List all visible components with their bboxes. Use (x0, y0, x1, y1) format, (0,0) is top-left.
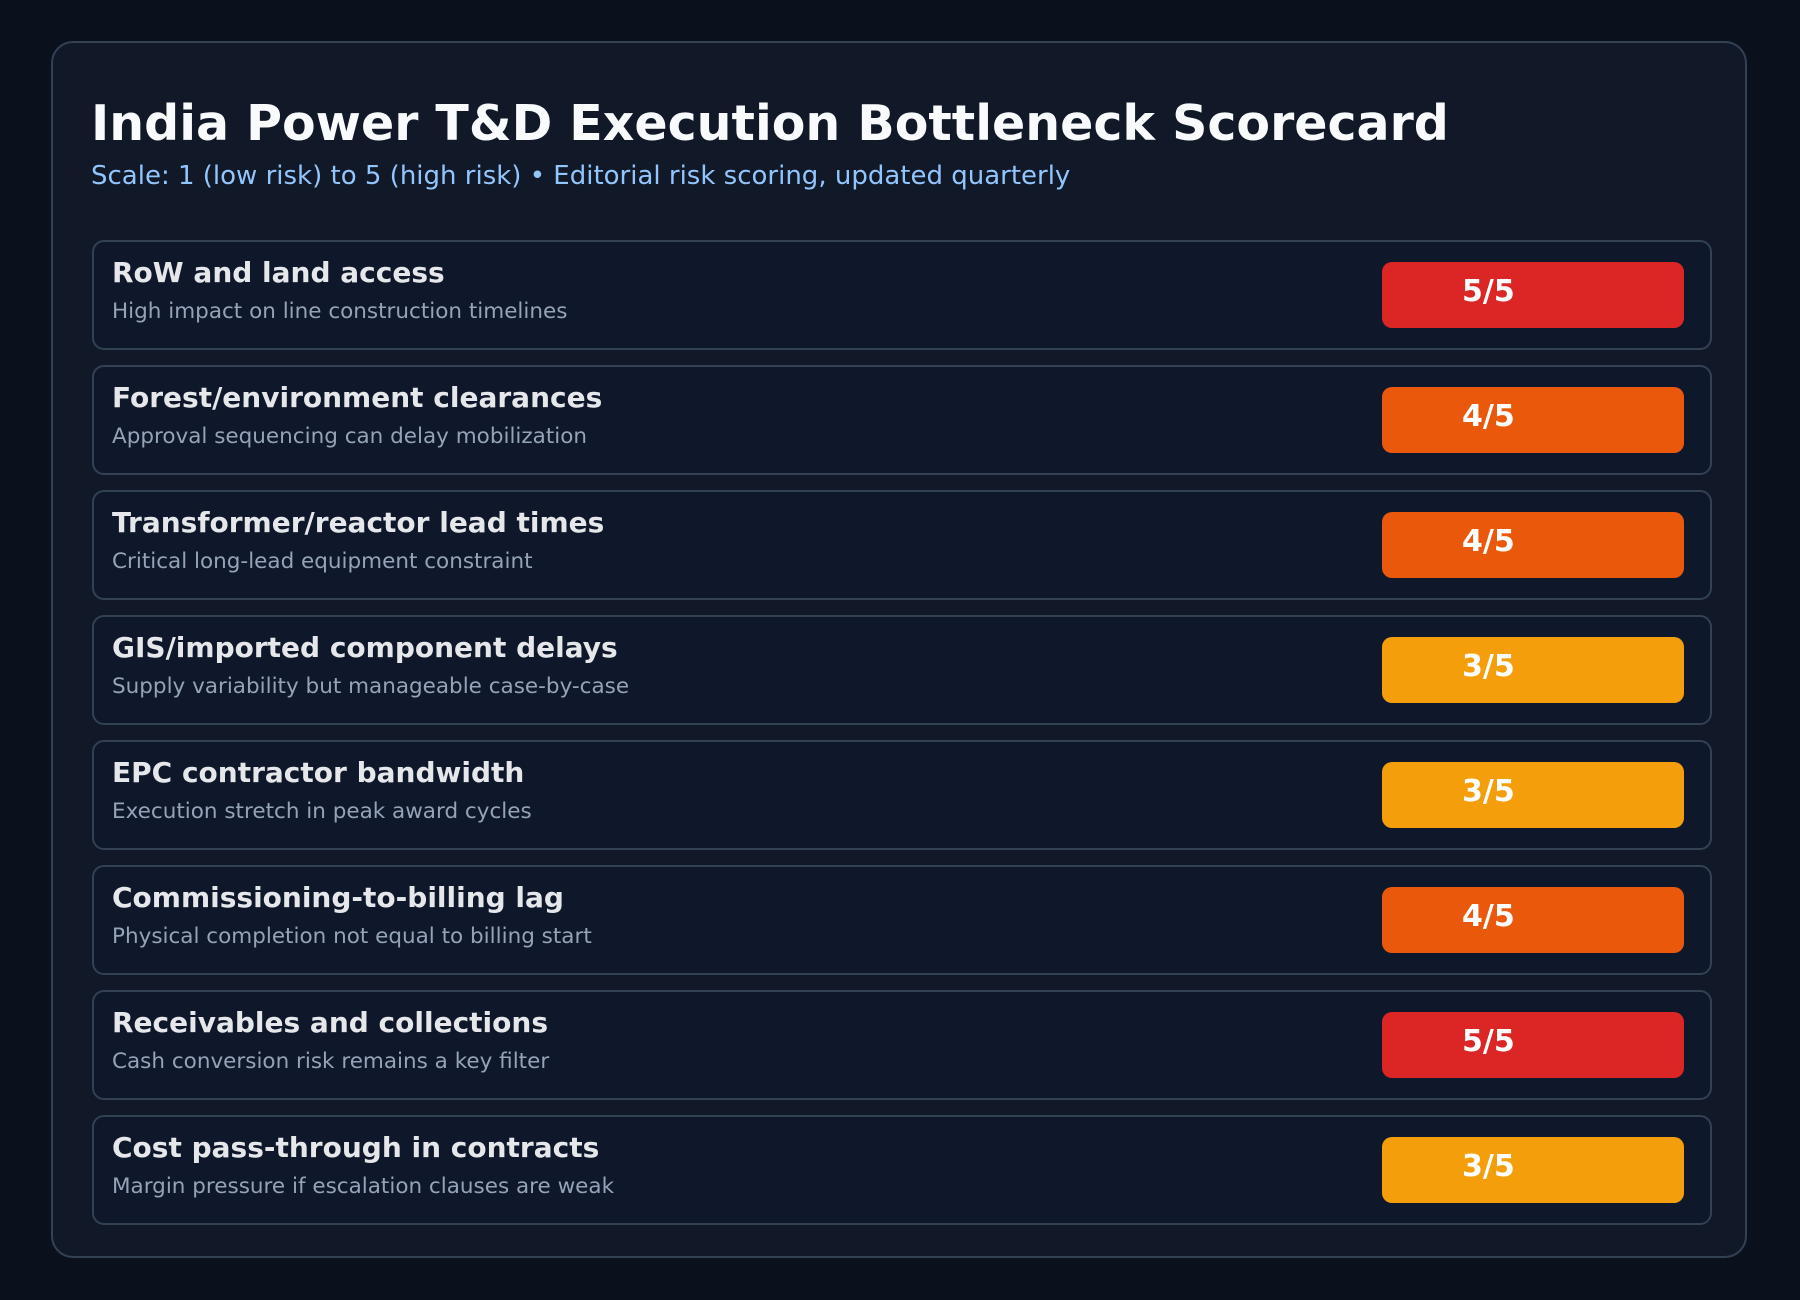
row-description: Margin pressure if escalation clauses ar… (112, 1174, 615, 1199)
row-title: Cost pass-through in contracts (112, 1131, 600, 1164)
row-title: Receivables and collections (112, 1006, 548, 1039)
scorecard-row: Receivables and collections Cash conversi… (92, 990, 1712, 1100)
risk-score-badge: 4/5 (1382, 387, 1684, 453)
row-description: Physical completion not equal to billing… (112, 924, 592, 949)
row-title: RoW and land access (112, 256, 445, 289)
risk-score-badge: 3/5 (1382, 637, 1684, 703)
risk-score-badge: 4/5 (1382, 512, 1684, 578)
row-title: EPC contractor bandwidth (112, 756, 525, 789)
row-description: Approval sequencing can delay mobilizati… (112, 424, 588, 449)
scorecard-row: GIS/imported component delays Supply vari… (92, 615, 1712, 725)
risk-score-badge: 5/5 (1382, 262, 1684, 328)
row-description: High impact on line construction timelin… (112, 299, 568, 324)
risk-score-badge: 3/5 (1382, 762, 1684, 828)
row-title: Forest/environment clearances (112, 381, 603, 414)
risk-score-label: 5/5 (1462, 1024, 1515, 1059)
scorecard-row: Commissioning-to-billing lag Physical com… (92, 865, 1712, 975)
risk-score-label: 5/5 (1462, 274, 1515, 309)
row-title: GIS/imported component delays (112, 631, 618, 664)
row-title: Commissioning-to-billing lag (112, 881, 564, 914)
risk-score-label: 4/5 (1462, 524, 1515, 559)
row-description: Cash conversion risk remains a key filte… (112, 1049, 550, 1074)
scorecard-row: Cost pass-through in contracts Margin pre… (92, 1115, 1712, 1225)
risk-score-label: 3/5 (1462, 774, 1515, 809)
risk-score-label: 4/5 (1462, 899, 1515, 934)
page-subtitle: Scale: 1 (low risk) to 5 (high risk) • E… (91, 161, 1071, 191)
risk-score-badge: 5/5 (1382, 1012, 1684, 1078)
scorecard-row: EPC contractor bandwidth Execution stretc… (92, 740, 1712, 850)
risk-score-badge: 3/5 (1382, 1137, 1684, 1203)
scorecard-row: Transformer/reactor lead times Critical l… (92, 490, 1712, 600)
scorecard-panel: India Power T&D Execution Bottleneck Sco… (51, 41, 1747, 1258)
scorecard-row: Forest/environment clearances Approval se… (92, 365, 1712, 475)
row-description: Supply variability but manageable case-b… (112, 674, 630, 699)
risk-score-badge: 4/5 (1382, 887, 1684, 953)
row-description: Critical long-lead equipment constraint (112, 549, 533, 574)
row-title: Transformer/reactor lead times (112, 506, 605, 539)
risk-score-label: 4/5 (1462, 399, 1515, 434)
page-title: India Power T&D Execution Bottleneck Sco… (91, 95, 1449, 152)
scorecard-row: RoW and land access High impact on line c… (92, 240, 1712, 350)
risk-score-label: 3/5 (1462, 649, 1515, 684)
row-description: Execution stretch in peak award cycles (112, 799, 532, 824)
risk-score-label: 3/5 (1462, 1149, 1515, 1184)
